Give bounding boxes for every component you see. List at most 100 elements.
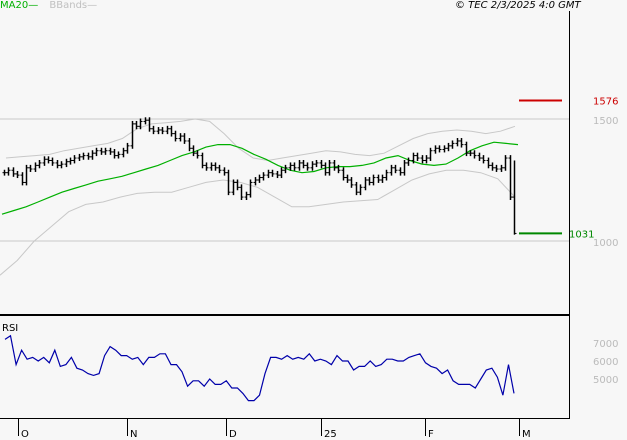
ohlc-bar xyxy=(46,156,51,164)
ohlc-bar xyxy=(116,151,121,159)
ohlc-bar xyxy=(37,159,42,169)
bband-lower-line xyxy=(0,169,516,276)
ohlc-bar xyxy=(90,150,95,160)
ohlc-bar xyxy=(64,158,69,168)
ohlc-bar xyxy=(235,179,240,191)
ohlc-bar xyxy=(173,130,178,142)
ohlc-bar xyxy=(486,157,491,169)
ohlc-bar xyxy=(349,177,354,188)
legend-bbands-swatch: — xyxy=(87,0,98,11)
ohlc-bar xyxy=(283,164,288,174)
ohlc-bar xyxy=(424,155,429,164)
ohlc-bar xyxy=(24,164,29,186)
ohlc-bar xyxy=(191,145,196,157)
ohlc-bar xyxy=(130,120,135,149)
rsi-axis-label: 5000 xyxy=(593,375,618,386)
ohlc-bar xyxy=(411,152,416,164)
legend-ma20-label: MA20 xyxy=(0,0,29,11)
ohlc-bar xyxy=(200,152,205,169)
legend-ma20-swatch: — xyxy=(28,0,39,11)
ohlc-bar xyxy=(327,159,332,176)
resistance-label: 1576 xyxy=(593,96,618,107)
x-axis-tick: O xyxy=(18,419,29,440)
ohlc-bar xyxy=(341,167,346,181)
ohlc-bar xyxy=(138,118,143,130)
rsi-panel: RSI 7000 6000 5000 xyxy=(2,323,618,402)
ohlc-bar xyxy=(464,141,469,157)
legend-bbands-label: BBands xyxy=(49,0,88,11)
ohlc-bar xyxy=(415,152,420,161)
rsi-label: RSI xyxy=(2,323,18,334)
ohlc-bar xyxy=(363,177,368,191)
price-panel: 1500 1000 1576 1031 xyxy=(0,96,618,276)
x-axis-tick: 25 xyxy=(321,419,337,440)
ohlc-bar xyxy=(266,169,271,179)
ohlc-bar xyxy=(398,167,403,176)
copyright-timestamp: © TEC 2/3/2025 4:0 GMT xyxy=(455,0,581,11)
ohlc-bar xyxy=(222,167,227,176)
ohlc-bar xyxy=(134,120,139,130)
ohlc-bar xyxy=(402,159,407,176)
ohlc-bar xyxy=(2,169,7,176)
ohlc-bar xyxy=(15,170,20,179)
ohlc-bar xyxy=(55,159,60,169)
x-axis-tick: M xyxy=(519,419,531,440)
ohlc-bar xyxy=(477,152,482,161)
ohlc-bar xyxy=(442,145,447,153)
ohlc-bar xyxy=(450,140,455,149)
ohlc-bar xyxy=(297,159,302,171)
ohlc-bar xyxy=(187,138,192,152)
ohlc-bar xyxy=(288,162,293,171)
ohlc-bar xyxy=(178,133,183,142)
x-axis-label: 25 xyxy=(324,429,337,440)
rsi-axis-label: 7000 xyxy=(593,339,618,350)
legend-bbands[interactable]: BBands— xyxy=(49,0,97,11)
ohlc-bar xyxy=(376,174,381,183)
ohlc-bar xyxy=(336,164,341,174)
ohlc-bar xyxy=(204,162,209,171)
ohlc-bar xyxy=(270,169,275,177)
ohlc-bar xyxy=(406,157,411,166)
ohlc-bar xyxy=(169,125,174,137)
ohlc-bar xyxy=(420,155,425,164)
ohlc-bar xyxy=(389,164,394,176)
ohlc-bar xyxy=(209,162,214,171)
ohlc-bar xyxy=(481,155,486,164)
ohlc-bar xyxy=(499,164,504,172)
ohlc-bar xyxy=(319,159,324,169)
x-axis-label: N xyxy=(130,429,137,440)
ohlc-bar xyxy=(292,162,297,171)
ohlc-bar xyxy=(156,127,161,135)
ohlc-bar xyxy=(367,177,372,186)
ohlc-bar xyxy=(261,172,266,181)
ohlc-bar xyxy=(345,174,350,183)
ohlc-bar xyxy=(28,164,33,172)
ohlc-bar xyxy=(231,179,236,196)
ohlc-bar xyxy=(380,174,385,183)
x-axis-label: F xyxy=(428,429,434,440)
ohlc-bar xyxy=(72,155,77,164)
ohlc-bar xyxy=(151,125,156,135)
bband-upper-line xyxy=(5,118,516,162)
ohlc-bar xyxy=(512,160,517,235)
ohlc-bar xyxy=(279,167,284,179)
price-axis-label: 1000 xyxy=(593,238,618,249)
ohlc-bar xyxy=(248,179,253,198)
ohlc-bar xyxy=(305,162,310,171)
ohlc-bar xyxy=(371,174,376,186)
ohlc-bar xyxy=(494,164,499,172)
ohlc-bar xyxy=(121,147,126,158)
ohlc-bar xyxy=(165,125,170,135)
ohlc-bar xyxy=(508,155,513,201)
ohlc-bar xyxy=(59,161,64,169)
ohlc-bar xyxy=(86,152,91,160)
ohlc-bar xyxy=(310,161,315,171)
ohlc-bar xyxy=(103,147,108,155)
legend-ma20[interactable]: MA20— xyxy=(0,0,41,11)
support-label: 1031 xyxy=(569,229,594,240)
ohlc-bar xyxy=(428,147,433,161)
ohlc-bar xyxy=(358,184,363,196)
x-axis-label: O xyxy=(21,429,29,440)
ohlc-bar xyxy=(217,164,222,174)
